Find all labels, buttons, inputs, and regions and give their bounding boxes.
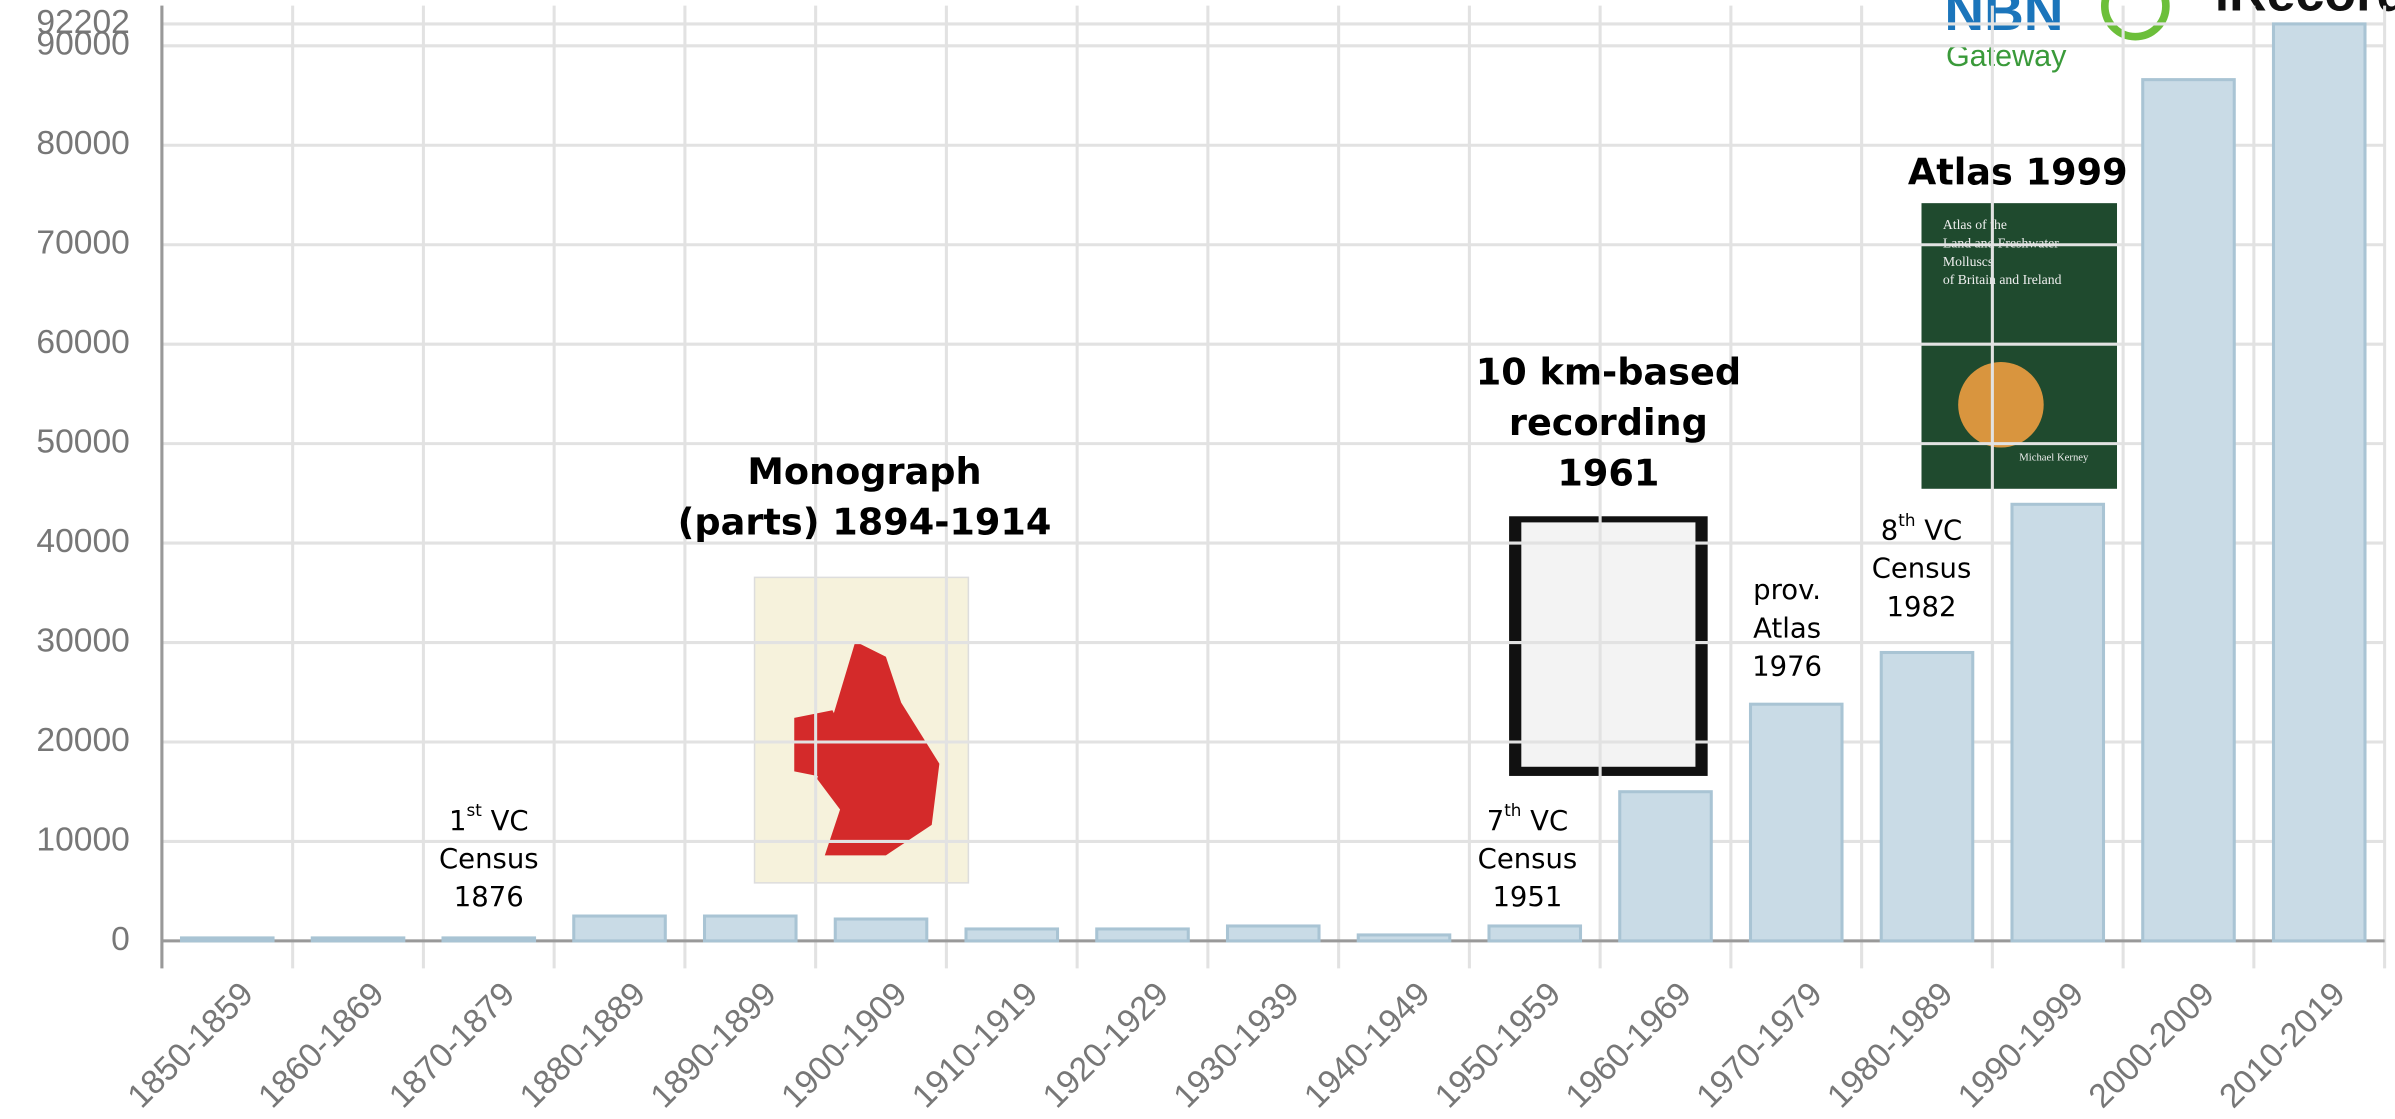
annotation-number: 1 [449,805,467,837]
record-card [1521,522,1696,767]
book-title-line: Atlas of the [1943,217,2007,232]
x-tick-label: 1890-1899 [644,976,784,1116]
annotation-text: VC [1521,805,1568,837]
bar [702,914,798,943]
annotation-line: Census [1872,553,1972,585]
logo-swirl [2100,0,2170,41]
map-shape [794,710,848,779]
y-tick-label: 60000 [36,324,129,361]
bar [2141,78,2236,943]
book-title-line: of Britain and Ireland [1943,272,2062,287]
annotation-number: 7 [1487,805,1505,837]
caption-line: Atlas 1999 [1908,151,2128,194]
bar [1225,924,1321,943]
annotation-line: Census [439,843,539,875]
bar [310,936,406,943]
y-tick-label: 50000 [36,424,129,461]
book-title-line: Land and Freshwater [1943,236,2059,251]
bar [1356,933,1452,943]
annotation-line: Census [1478,843,1578,875]
annotation-line: 1876 [454,881,524,913]
x-tick-label: 1950-1959 [1428,976,1568,1116]
caption-line: (parts) 1894-1914 [678,500,1052,543]
x-tick-label: 1860-1869 [252,976,392,1116]
annotation-line: 1951 [1492,881,1562,913]
bar [1487,924,1583,943]
caption-line: recording [1509,401,1708,444]
annotation-line: 1976 [1752,650,1822,682]
y-tick-label: 90000 [36,26,129,63]
caption-line: 10 km-based [1476,351,1741,394]
bar [1618,790,1713,943]
annotation-line: 1982 [1887,591,1957,623]
y-tick-label: 80000 [36,125,129,162]
x-tick-label: 1960-1969 [1559,976,1699,1116]
annotation-line: 1st VC [449,800,529,837]
annotation-superscript: th [1898,510,1915,530]
bar [441,936,537,943]
bar [1095,927,1190,943]
y-tick-label: 20000 [36,722,129,759]
caption-line: Monograph [747,450,981,493]
x-tick-label: 1990-1999 [1951,976,2091,1116]
annotation-line: 8th VC [1881,510,1962,547]
y-tick-label: 30000 [36,622,129,659]
book-author: Michael Kerney [2019,452,2089,464]
bar [2010,502,2106,943]
y-tick-label: 92202 [36,4,129,41]
bar [572,914,667,943]
bar [179,936,275,943]
y-tick-label: 10000 [36,821,129,858]
x-tick-label: 1880-1889 [513,976,653,1116]
annotation-superscript: th [1504,800,1521,820]
bar [964,927,1060,943]
x-tick-label: 1920-1929 [1036,976,1176,1116]
bar [833,917,929,943]
annotation-superscript: st [466,800,482,820]
map-shape [817,641,940,856]
y-tick-label: 70000 [36,225,129,262]
annotation-text: VC [1915,515,1962,547]
annotation-line: Atlas [1753,612,1821,644]
x-tick-label: 1910-1919 [905,976,1045,1116]
book-title-line: Molluscs [1943,254,1993,269]
x-tick-label: 2010-2019 [2213,976,2353,1116]
logo-irecord: iRecord [2215,0,2395,23]
snail-shell [1958,362,2044,448]
annotation-line: prov. [1753,574,1821,606]
logo-nbn: NBN [1944,0,2063,42]
x-tick-label: 1900-1909 [775,976,915,1116]
annotation-number: 8 [1881,515,1898,547]
bar [1748,702,1844,943]
bar [1879,650,1975,943]
x-tick-label: 1850-1859 [121,976,261,1116]
x-tick-label: 1980-1989 [1821,976,1961,1116]
x-tick-label: 1930-1939 [1167,976,1307,1116]
caption-line: 1961 [1557,452,1659,495]
x-tick-label: 1970-1979 [1690,976,1830,1116]
bar [2271,22,2367,943]
x-tick-label: 1940-1949 [1298,976,1438,1116]
logo-gateway: Gateway [1946,39,2067,73]
x-tick-label: 1870-1879 [382,976,522,1116]
annotation-text: VC [482,805,529,837]
x-tick-label: 2000-2009 [2082,976,2222,1116]
y-tick-label: 40000 [36,523,129,560]
y-tick-label: 0 [111,921,130,958]
annotation-line: 7th VC [1487,800,1568,837]
